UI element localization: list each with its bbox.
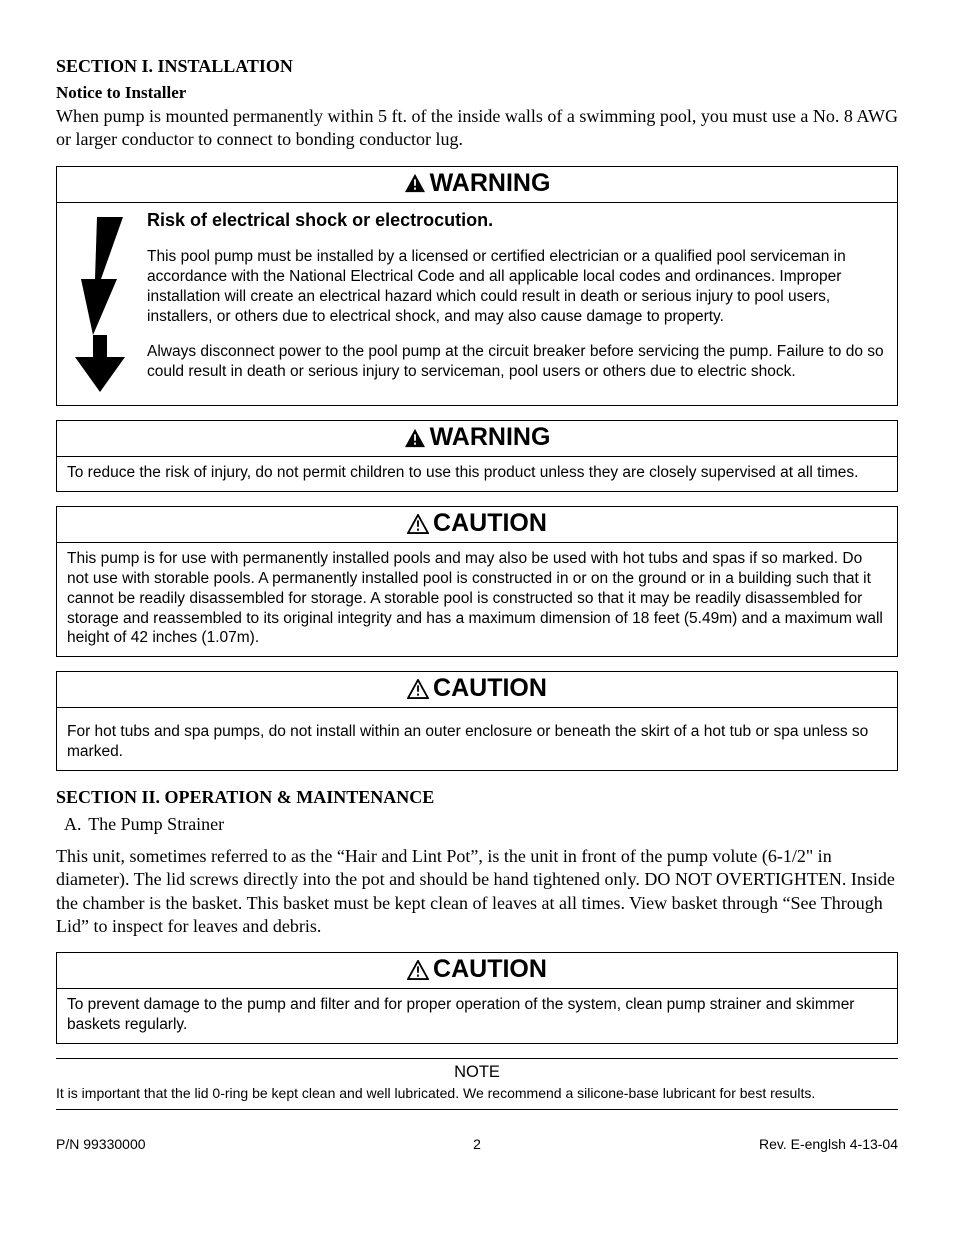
caution-3-body: To prevent damage to the pump and filter… (57, 989, 897, 1043)
alert-triangle-solid-icon (404, 173, 426, 193)
caution-3-header: CAUTION (57, 953, 897, 989)
caution-2-text: For hot tubs and spa pumps, do not insta… (67, 722, 887, 762)
item-a-marker: A. (64, 814, 84, 835)
alert-triangle-outline-icon (407, 960, 429, 980)
note-title: NOTE (56, 1063, 898, 1082)
section-2-heading: SECTION II. OPERATION & MAINTENANCE (56, 787, 898, 808)
caution-2-label: CAUTION (433, 674, 547, 703)
note-text: It is important that the lid 0-ring be k… (56, 1084, 898, 1103)
warning-1-text-col: Risk of electrical shock or electrocutio… (147, 203, 897, 406)
caution-3-label: CAUTION (433, 955, 547, 984)
caution-2-body: For hot tubs and spa pumps, do not insta… (57, 708, 897, 770)
warning-2-label: WARNING (430, 423, 551, 452)
caution-1-label: CAUTION (433, 509, 547, 538)
warning-1-icon-col (57, 203, 147, 392)
caution-1-body: This pump is for use with permanently in… (57, 543, 897, 656)
alert-triangle-solid-icon (404, 428, 426, 448)
alert-triangle-outline-icon (407, 679, 429, 699)
caution-3-text: To prevent damage to the pump and filter… (67, 995, 887, 1035)
notice-subheading: Notice to Installer (56, 83, 898, 103)
caution-panel-1: CAUTION This pump is for use with perman… (56, 506, 898, 657)
item-a-label: The Pump Strainer (88, 814, 224, 834)
alert-triangle-outline-icon (407, 514, 429, 534)
warning-2-body: To reduce the risk of injury, do not per… (57, 457, 897, 491)
page-footer: P/N 99330000 2 Rev. E-englsh 4-13-04 (56, 1136, 898, 1152)
warning-panel-2: WARNING To reduce the risk of injury, do… (56, 420, 898, 492)
warning-1-para-2: Always disconnect power to the pool pump… (147, 342, 887, 382)
caution-1-header: CAUTION (57, 507, 897, 543)
lightning-bolt-icon (71, 217, 133, 392)
warning-panel-1: WARNING Risk of electrical shock or elec… (56, 166, 898, 407)
footer-revision: Rev. E-englsh 4-13-04 (617, 1136, 898, 1152)
warning-1-body-row: Risk of electrical shock or electrocutio… (57, 203, 897, 406)
warning-1-para-1: This pool pump must be installed by a li… (147, 247, 887, 326)
warning-2-text: To reduce the risk of injury, do not per… (67, 463, 887, 483)
footer-part-number: P/N 99330000 (56, 1136, 337, 1152)
note-block: NOTE It is important that the lid 0-ring… (56, 1058, 898, 1110)
warning-1-subhead: Risk of electrical shock or electrocutio… (147, 209, 887, 232)
item-a-body: This unit, sometimes referred to as the … (56, 845, 898, 939)
warning-1-header: WARNING (57, 167, 897, 203)
section-1-heading: SECTION I. INSTALLATION (56, 56, 898, 77)
caution-panel-3: CAUTION To prevent damage to the pump an… (56, 952, 898, 1044)
warning-2-header: WARNING (57, 421, 897, 457)
section-1-intro: When pump is mounted permanently within … (56, 105, 898, 152)
caution-1-text: This pump is for use with permanently in… (67, 549, 887, 648)
caution-2-header: CAUTION (57, 672, 897, 708)
footer-page-number: 2 (337, 1136, 618, 1152)
document-page: SECTION I. INSTALLATION Notice to Instal… (0, 0, 954, 1235)
caution-panel-2: CAUTION For hot tubs and spa pumps, do n… (56, 671, 898, 771)
section-2-item-a: A. The Pump Strainer (56, 814, 898, 835)
warning-1-label: WARNING (430, 169, 551, 198)
